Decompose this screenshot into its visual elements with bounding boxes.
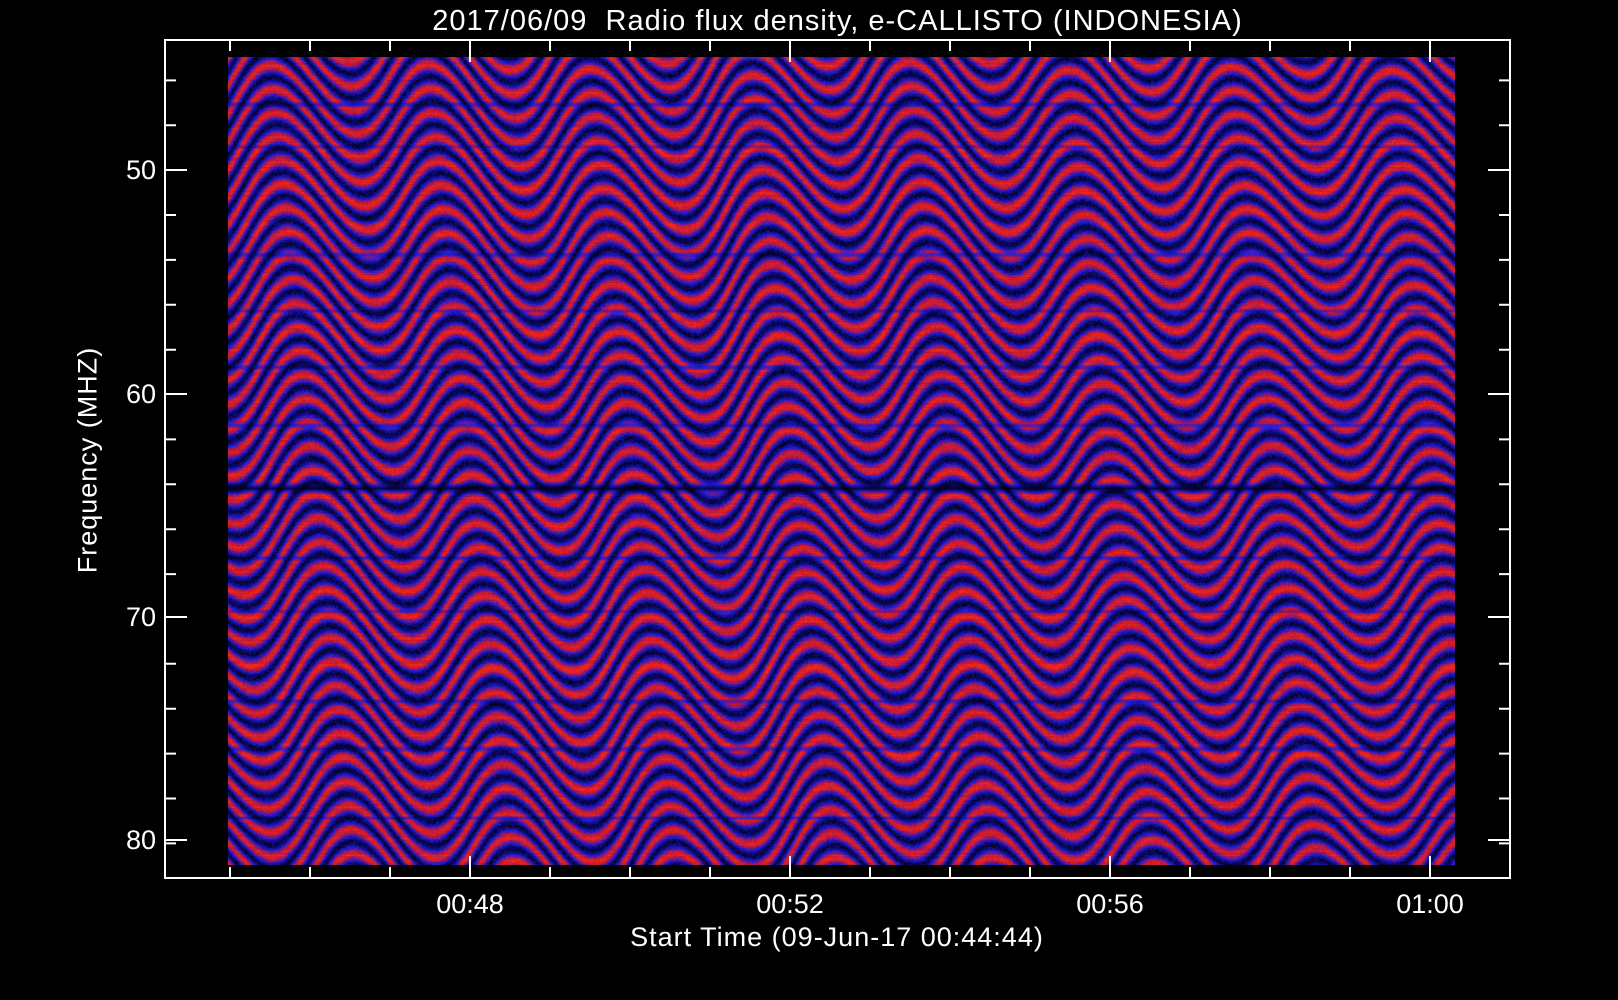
x-axis-label: Start Time (09-Jun-17 00:44:44) xyxy=(537,922,1137,953)
chart-title: 2017/06/09 Radio flux density, e-CALLIST… xyxy=(165,5,1510,38)
spectrogram-figure: 2017/06/09 Radio flux density, e-CALLIST… xyxy=(0,0,1618,1000)
y-tick-label: 80 xyxy=(86,824,156,856)
y-tick-label: 70 xyxy=(86,601,156,633)
x-tick-label: 01:00 xyxy=(1360,888,1500,920)
x-tick-label: 00:48 xyxy=(400,888,540,920)
y-tick-label: 60 xyxy=(86,378,156,410)
y-tick-label: 50 xyxy=(86,154,156,186)
x-tick-label: 00:56 xyxy=(1040,888,1180,920)
spectrogram-image xyxy=(228,57,1455,865)
x-tick-label: 00:52 xyxy=(720,888,860,920)
